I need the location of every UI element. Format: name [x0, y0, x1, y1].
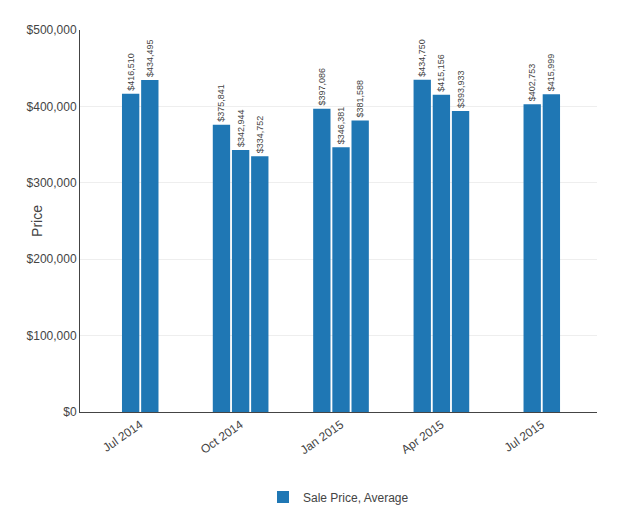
svg-text:Jul 2014: Jul 2014	[100, 417, 145, 455]
svg-text:Price: Price	[29, 205, 45, 237]
svg-text:$415,999: $415,999	[546, 54, 556, 92]
svg-text:$334,752: $334,752	[255, 116, 265, 154]
svg-text:Jan 2015: Jan 2015	[298, 417, 347, 457]
svg-text:$0: $0	[63, 405, 77, 419]
svg-text:$400,000: $400,000	[27, 100, 77, 114]
svg-text:$300,000: $300,000	[27, 176, 77, 190]
svg-text:$500,000: $500,000	[27, 23, 77, 37]
svg-text:$100,000: $100,000	[27, 329, 77, 343]
svg-text:$402,753: $402,753	[527, 64, 537, 102]
svg-text:$416,510: $416,510	[126, 53, 136, 91]
svg-text:$200,000: $200,000	[27, 252, 77, 266]
svg-text:$346,381: $346,381	[336, 107, 346, 145]
svg-text:Sale Price, Average: Sale Price, Average	[303, 491, 409, 505]
svg-text:$342,944: $342,944	[236, 109, 246, 147]
svg-text:$434,750: $434,750	[417, 39, 427, 77]
svg-text:$375,841: $375,841	[216, 84, 226, 122]
svg-text:Jul 2015: Jul 2015	[502, 417, 547, 455]
svg-text:Oct 2014: Oct 2014	[198, 417, 246, 457]
svg-text:$434,495: $434,495	[145, 40, 155, 78]
svg-text:$381,588: $381,588	[355, 80, 365, 118]
svg-text:$415,156: $415,156	[436, 54, 446, 92]
svg-text:$393,933: $393,933	[456, 70, 466, 108]
svg-text:$397,086: $397,086	[317, 68, 327, 106]
svg-text:Apr 2015: Apr 2015	[399, 417, 447, 457]
